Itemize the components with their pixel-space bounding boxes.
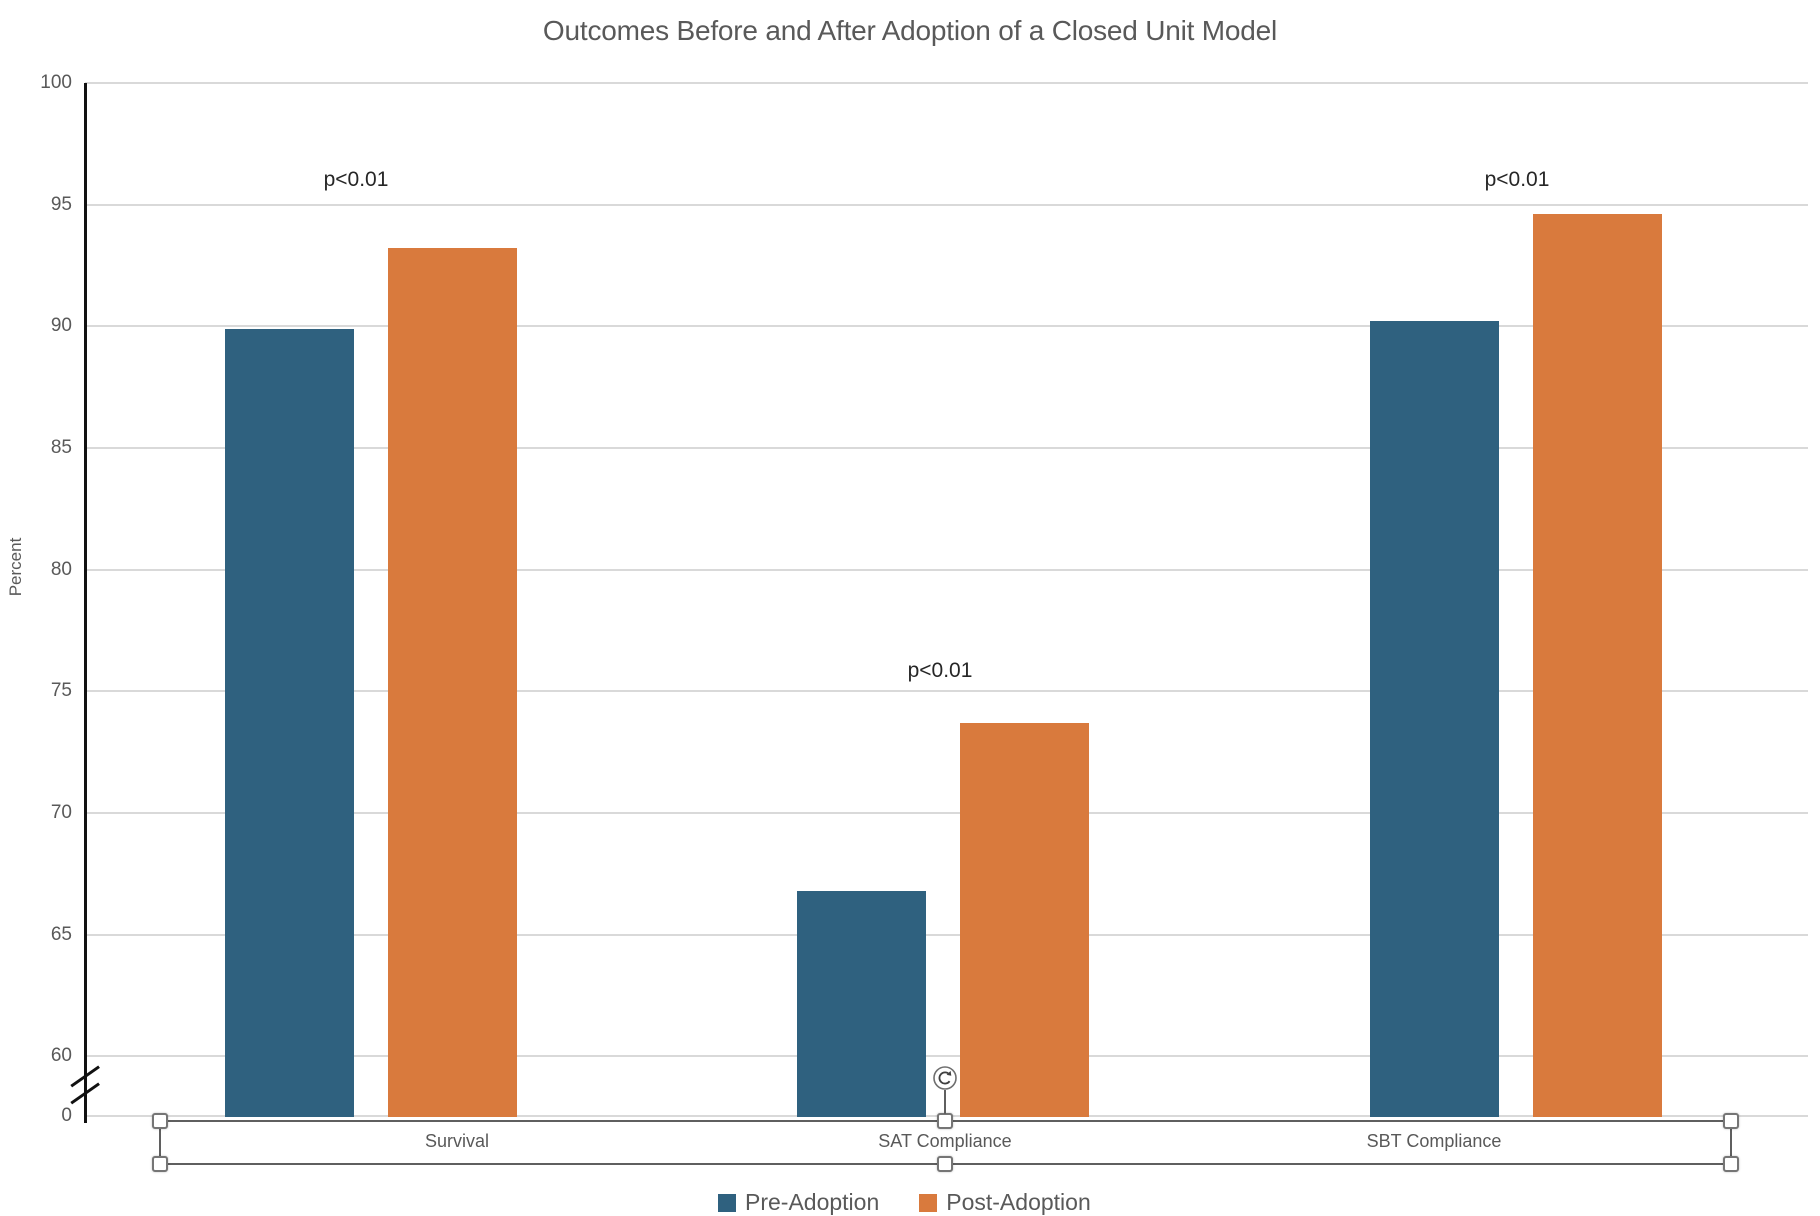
bar-post-adoption-survival[interactable] (388, 248, 517, 1117)
p-value-annotation-sbt-compliance[interactable]: p<0.01 (1484, 168, 1550, 191)
y-tick-label-90: 90 (50, 315, 72, 336)
chart-legend[interactable]: Pre-Adoption Post-Adoption (718, 1189, 1091, 1216)
selection-handle-center-top[interactable] (937, 1113, 953, 1129)
rotate-handle-stem (944, 1090, 946, 1114)
bar-post-adoption-sat-compliance[interactable] (960, 723, 1089, 1117)
category-label-sbt-compliance[interactable]: SBT Compliance (1366, 1131, 1502, 1151)
gridline-70 (85, 812, 1808, 814)
legend-item-post-adoption[interactable]: Post-Adoption (919, 1189, 1091, 1216)
selection-handle-center-bottom[interactable] (937, 1156, 953, 1172)
gridline-65 (85, 934, 1808, 936)
legend-label: Post-Adoption (946, 1189, 1091, 1215)
gridline-100 (85, 82, 1808, 84)
selection-handle-right-bottom[interactable] (1723, 1156, 1739, 1172)
bar-pre-adoption-sbt-compliance[interactable] (1370, 321, 1499, 1117)
y-axis-line (84, 83, 87, 1123)
bar-pre-adoption-sat-compliance[interactable] (797, 891, 926, 1117)
selection-handle-right-top[interactable] (1723, 1113, 1739, 1129)
p-value-annotation-survival[interactable]: p<0.01 (323, 168, 389, 191)
bar-post-adoption-sbt-compliance[interactable] (1533, 214, 1662, 1117)
y-tick-label-0: 0 (61, 1105, 72, 1126)
legend-item-pre-adoption[interactable]: Pre-Adoption (718, 1189, 879, 1216)
selection-handle-left-top[interactable] (152, 1113, 168, 1129)
gridline-75 (85, 690, 1808, 692)
selection-border-left (159, 1121, 161, 1164)
gridline-80 (85, 569, 1808, 571)
bar-pre-adoption-survival[interactable] (225, 329, 354, 1117)
y-tick-label-80: 80 (50, 559, 72, 580)
y-tick-label-60: 60 (50, 1045, 72, 1066)
y-tick-label-70: 70 (50, 802, 72, 823)
gridline-90 (85, 325, 1808, 327)
selection-border-right (1730, 1121, 1732, 1164)
category-label-survival[interactable]: Survival (424, 1131, 490, 1151)
y-tick-label-75: 75 (50, 680, 72, 701)
selection-handle-left-bottom[interactable] (152, 1156, 168, 1172)
gridline-95 (85, 204, 1808, 206)
y-tick-label-100: 100 (40, 72, 72, 93)
chart-title[interactable]: Outcomes Before and After Adoption of a … (542, 15, 1278, 46)
p-value-annotation-sat-compliance[interactable]: p<0.01 (907, 659, 973, 682)
legend-label: Pre-Adoption (745, 1189, 880, 1215)
y-tick-label-95: 95 (50, 194, 72, 215)
y-tick-label-85: 85 (50, 437, 72, 458)
rotate-handle-icon[interactable] (931, 1064, 959, 1092)
gridline-60 (85, 1055, 1808, 1057)
y-tick-label-65: 65 (50, 924, 72, 945)
gridline-85 (85, 447, 1808, 449)
legend-swatch-pre-adoption (718, 1193, 736, 1212)
legend-swatch-post-adoption (919, 1193, 938, 1212)
category-label-sat-compliance[interactable]: SAT Compliance (878, 1131, 1012, 1151)
